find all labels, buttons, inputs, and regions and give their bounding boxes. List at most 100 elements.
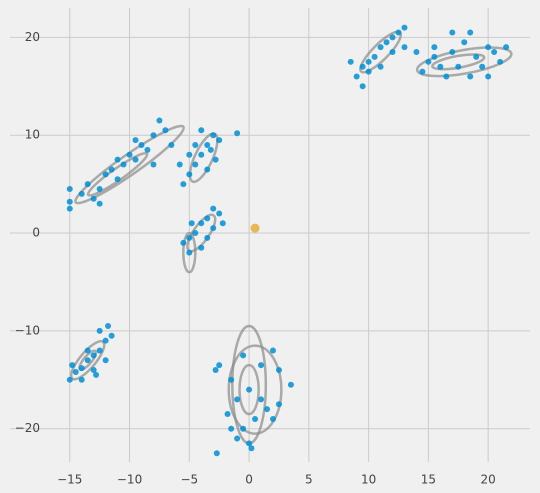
point bbox=[213, 450, 220, 457]
point bbox=[401, 24, 408, 31]
point bbox=[240, 352, 247, 359]
point bbox=[204, 141, 211, 148]
x-tick-label: −15 bbox=[57, 473, 82, 487]
point bbox=[269, 415, 276, 422]
contour bbox=[86, 151, 149, 197]
point bbox=[186, 171, 193, 178]
point bbox=[66, 376, 73, 383]
x-tick-label: 5 bbox=[305, 473, 313, 487]
point bbox=[212, 367, 219, 374]
point bbox=[425, 58, 432, 65]
point bbox=[84, 181, 91, 188]
point bbox=[96, 186, 103, 193]
point bbox=[491, 49, 498, 56]
point bbox=[258, 362, 265, 369]
point bbox=[138, 141, 145, 148]
point bbox=[69, 362, 76, 369]
point bbox=[78, 190, 85, 197]
point bbox=[102, 337, 109, 344]
point bbox=[210, 132, 217, 139]
point bbox=[240, 425, 247, 432]
point bbox=[473, 53, 480, 60]
point bbox=[198, 151, 205, 158]
point bbox=[467, 73, 474, 80]
point bbox=[216, 210, 223, 217]
point bbox=[210, 225, 217, 232]
point bbox=[192, 161, 199, 168]
point bbox=[497, 58, 504, 65]
point bbox=[144, 146, 151, 153]
point bbox=[371, 53, 378, 60]
point bbox=[431, 53, 438, 60]
point bbox=[287, 381, 294, 388]
point bbox=[180, 181, 187, 188]
point bbox=[234, 435, 241, 442]
point bbox=[66, 186, 73, 193]
point bbox=[186, 151, 193, 158]
point bbox=[168, 141, 175, 148]
point bbox=[198, 127, 205, 134]
x-tick-label: −5 bbox=[180, 473, 198, 487]
point bbox=[359, 83, 366, 90]
point bbox=[66, 198, 73, 205]
x-tick-label: 10 bbox=[361, 473, 376, 487]
point bbox=[455, 63, 462, 70]
point bbox=[132, 156, 139, 163]
y-tick-label: −20 bbox=[15, 421, 40, 435]
point bbox=[90, 195, 97, 202]
point bbox=[258, 396, 265, 403]
point bbox=[431, 44, 438, 51]
point bbox=[198, 244, 205, 251]
point bbox=[198, 220, 205, 227]
point bbox=[353, 73, 360, 80]
point bbox=[186, 234, 193, 241]
point bbox=[132, 137, 139, 144]
point bbox=[150, 161, 157, 168]
point bbox=[224, 411, 231, 418]
point bbox=[72, 368, 79, 375]
contour bbox=[227, 344, 283, 435]
point bbox=[252, 415, 259, 422]
point bbox=[114, 156, 121, 163]
point bbox=[413, 49, 420, 56]
point bbox=[485, 44, 492, 51]
point bbox=[216, 362, 223, 369]
point bbox=[105, 322, 112, 329]
point bbox=[207, 146, 214, 153]
point bbox=[102, 357, 109, 364]
point bbox=[108, 332, 115, 339]
point bbox=[204, 234, 211, 241]
point bbox=[401, 44, 408, 51]
contour bbox=[415, 46, 513, 78]
point bbox=[192, 141, 199, 148]
x-tick-label: 15 bbox=[421, 473, 436, 487]
point bbox=[84, 357, 91, 364]
point bbox=[90, 352, 97, 359]
point bbox=[120, 161, 127, 168]
point bbox=[389, 34, 396, 41]
point bbox=[186, 249, 193, 256]
y-tick-label: 20 bbox=[25, 30, 40, 44]
y-tick-label: 10 bbox=[25, 128, 40, 142]
point bbox=[210, 205, 217, 212]
point bbox=[383, 39, 390, 46]
x-tick-label: −10 bbox=[117, 473, 142, 487]
point bbox=[108, 166, 115, 173]
point bbox=[419, 68, 426, 75]
point bbox=[365, 68, 372, 75]
point bbox=[365, 58, 372, 65]
contour bbox=[74, 124, 185, 205]
point bbox=[248, 445, 255, 452]
point bbox=[377, 44, 384, 51]
point bbox=[78, 365, 85, 372]
x-tick-label: 0 bbox=[245, 473, 253, 487]
point bbox=[188, 220, 195, 227]
point bbox=[485, 73, 492, 80]
point bbox=[126, 151, 133, 158]
point bbox=[347, 58, 354, 65]
point bbox=[228, 425, 235, 432]
point bbox=[204, 215, 211, 222]
contour bbox=[238, 363, 260, 416]
point bbox=[212, 156, 219, 163]
point bbox=[176, 161, 183, 168]
